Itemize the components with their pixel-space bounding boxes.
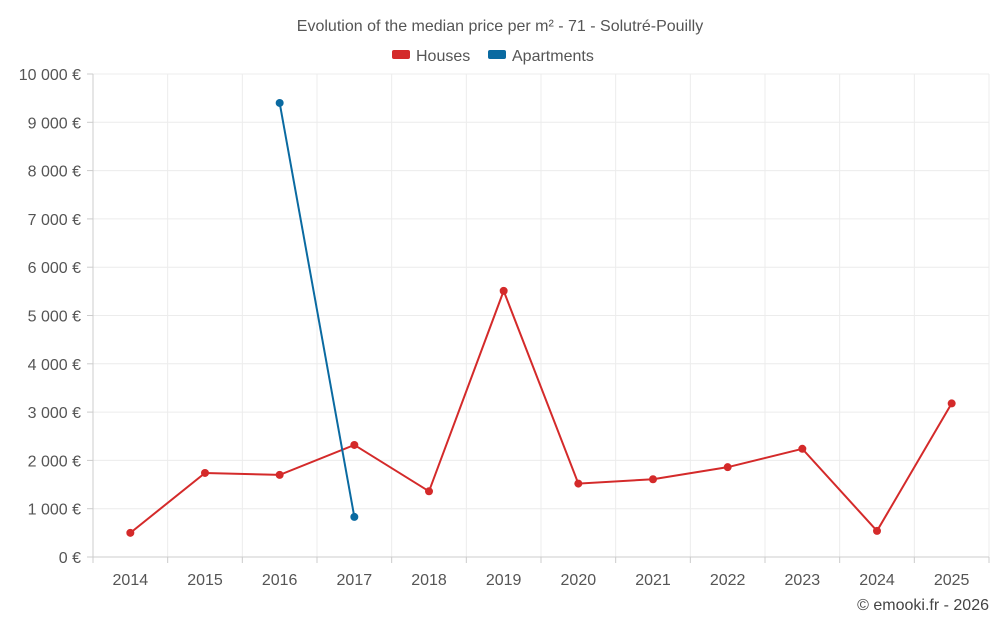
legend: Houses Apartments [392,48,594,65]
houses-point [574,479,583,488]
x-tick-label: 2021 [635,572,671,589]
chart-title: Evolution of the median price per m² - 7… [297,18,703,35]
x-tick-label: 2014 [113,572,149,589]
x-tick-label: 2024 [859,572,895,589]
apartments-point [275,98,284,107]
houses-point [201,468,209,477]
houses-point [947,399,956,408]
apartments-point [350,512,359,521]
y-tick-label: 4 000 € [28,357,81,374]
y-tick-label: 2 000 € [28,453,81,470]
x-axis: 2014 2015 2016 2017 2018 2019 2020 2021 2022 2023… [92,556,990,589]
x-tick-label: 2025 [934,572,970,589]
y-tick-label: 0 € [59,550,81,567]
houses-legend-swatch [392,50,410,59]
x-tick-label: 2015 [187,572,223,589]
y-tick-label: 5 000 € [28,309,81,326]
houses-point [723,463,732,472]
credit-text: © emooki.fr - 2026 [857,597,989,614]
x-tick-label: 2023 [785,572,821,589]
y-tick-label: 7 000 € [28,212,81,229]
houses-point [126,528,135,537]
houses-line [129,288,953,534]
y-tick-label: 1 000 € [28,502,81,519]
houses-point [350,440,359,449]
houses-point [499,286,508,295]
y-tick-label: 8 000 € [28,164,81,181]
houses-point [275,470,284,479]
houses-point [649,475,657,484]
y-axis: 0 € 1 000 € 2 000 € 3 000 € 4 000 € 5 000 € 6 … [19,67,94,567]
y-tick-label: 9 000 € [28,115,81,132]
x-tick-label: 2020 [561,572,597,589]
x-tick-label: 2018 [411,572,447,589]
grid-lines [93,73,990,557]
x-tick-label: 2017 [337,572,373,589]
series-group [126,98,956,537]
x-tick-label: 2022 [710,572,746,589]
apartments-legend-label: Apartments [512,48,594,65]
houses-point [425,487,433,496]
y-tick-label: 10 000 € [19,67,81,84]
houses-point [873,526,881,535]
houses-point [798,444,807,453]
y-tick-label: 6 000 € [28,260,81,277]
apartments-legend-swatch [488,50,506,59]
x-tick-label: 2016 [262,572,298,589]
apartments-line [278,102,356,518]
x-tick-label: 2019 [486,572,522,589]
houses-legend-label: Houses [416,48,470,65]
y-tick-label: 3 000 € [28,405,81,422]
